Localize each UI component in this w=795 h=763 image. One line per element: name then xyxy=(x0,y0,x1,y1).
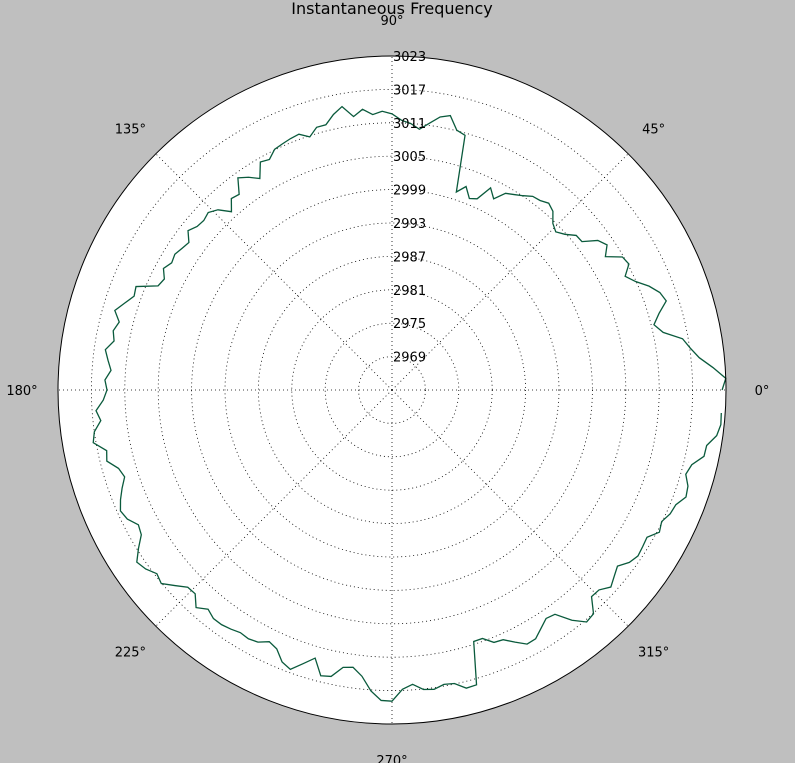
radial-tick-labels: 2969 2975 2981 2987 2993 2999 3005 3011 3017 3023 xyxy=(393,50,426,366)
angular-tick-label: 0° xyxy=(755,384,770,399)
radial-tick-label: 2969 xyxy=(393,351,426,366)
chart-title: Instantaneous Frequency xyxy=(291,0,492,18)
radial-tick-label: 3005 xyxy=(393,150,426,165)
radial-tick-label: 2981 xyxy=(393,284,426,299)
radial-gridline xyxy=(224,222,560,558)
angular-tick-label: 270° xyxy=(376,754,407,763)
radial-tick-label: 2993 xyxy=(393,217,426,232)
series-line xyxy=(92,105,727,702)
angular-tick-label: 315° xyxy=(638,646,669,661)
angular-tick-label: 180° xyxy=(6,384,37,399)
radial-tick-label: 3023 xyxy=(393,50,426,65)
radial-tick-label: 2987 xyxy=(393,250,426,265)
radial-tick-label: 2975 xyxy=(393,317,426,332)
radial-gridline xyxy=(157,155,627,625)
radial-tick-label: 2999 xyxy=(393,184,426,199)
radial-gridline xyxy=(358,356,426,424)
angular-tick-label: 225° xyxy=(115,646,146,661)
angular-tick-label: 90° xyxy=(380,14,403,29)
radial-tick-label: 3017 xyxy=(393,83,426,98)
angular-tick-labels: 0° 45° 90° 135° 180° 225° 270° 315° xyxy=(6,14,769,763)
plot-area: 2969 2975 2981 2987 2993 2999 3005 3011 3017 3023… xyxy=(6,14,769,763)
angular-tick-label: 135° xyxy=(115,122,146,137)
radial-gridline xyxy=(324,322,460,458)
radial-gridline xyxy=(257,255,527,525)
plot-border xyxy=(57,55,727,725)
angular-tick-label: 45° xyxy=(642,122,665,137)
radial-tick-label: 3011 xyxy=(393,117,426,132)
radial-gridline xyxy=(124,122,660,658)
